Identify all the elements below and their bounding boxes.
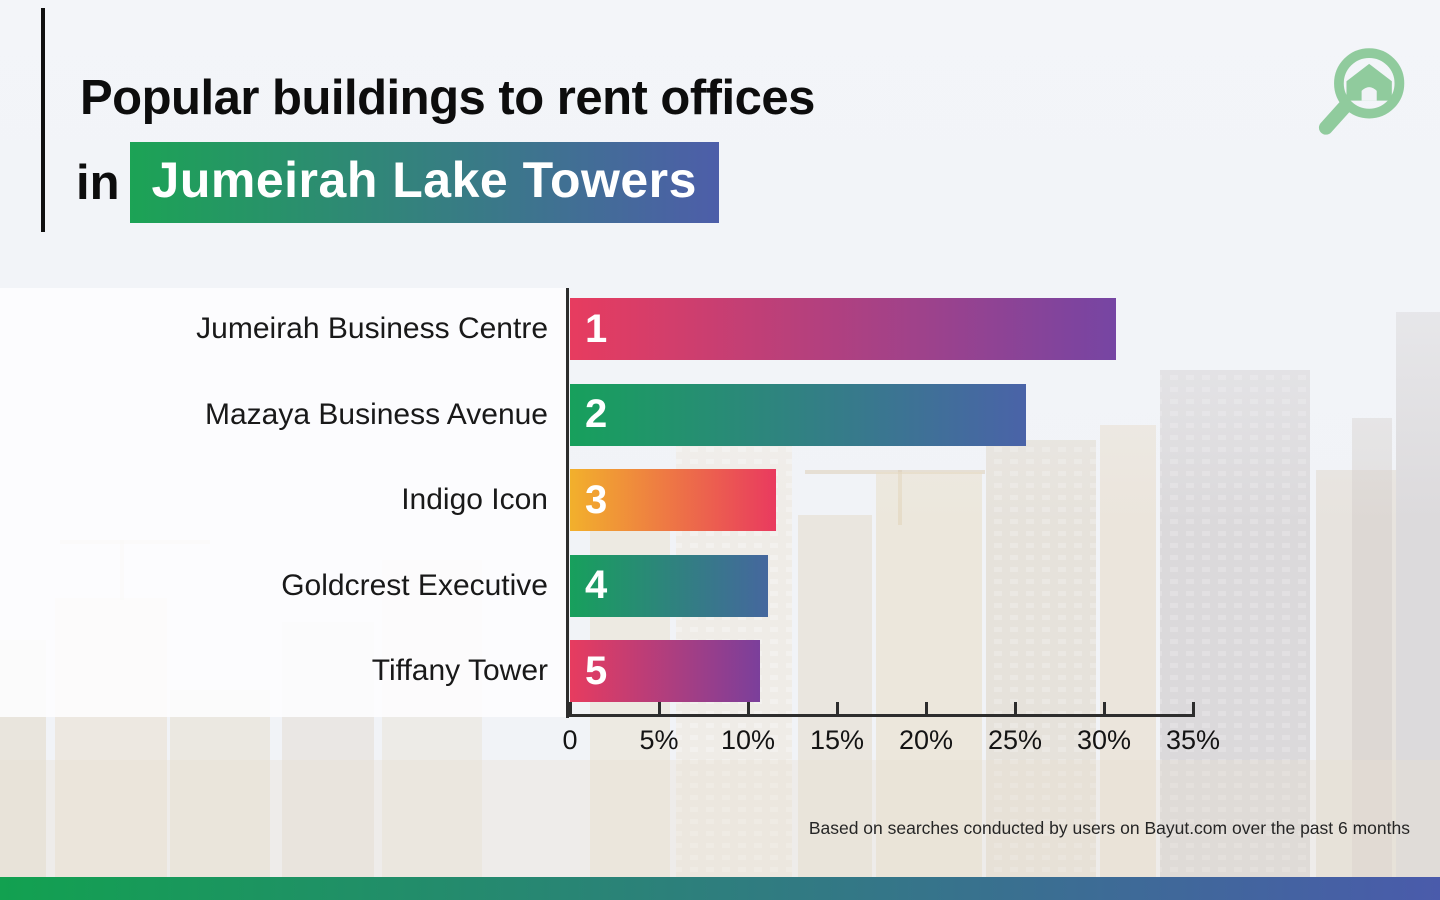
y-axis-line: [566, 288, 569, 718]
bar-2: 2: [570, 383, 1026, 446]
axis-tick-label: 30%: [1076, 725, 1132, 755]
house-magnifier-icon: [1318, 48, 1405, 135]
page-title-line1: Popular buildings to rent offices: [80, 71, 815, 125]
axis-tick: [568, 702, 572, 715]
rank-number: 4: [585, 563, 608, 608]
category-label: Mazaya Business Avenue: [205, 397, 548, 431]
axis-tick-label: 0: [562, 725, 578, 755]
axis-tick-label: 25%: [987, 725, 1043, 755]
axis-tick-label: 10%: [720, 725, 776, 755]
category-label: Tiffany Tower: [371, 654, 548, 688]
category-label: Goldcrest Executive: [281, 568, 548, 602]
page-title-line2: in Jumeirah Lake Towers: [76, 142, 719, 223]
rank-number: 1: [585, 306, 608, 351]
category-label-panel: [0, 288, 568, 717]
source-footnote: Based on searches conducted by users on …: [808, 818, 1410, 838]
bar-4: 4: [570, 554, 768, 617]
axis-tick: [1013, 702, 1017, 715]
category-label: Jumeirah Business Centre: [196, 312, 548, 345]
x-axis-line: [566, 714, 1195, 717]
axis-tick-label: 5%: [639, 725, 679, 755]
category-label: Indigo Icon: [401, 483, 548, 517]
title-prefix: in: [76, 155, 120, 210]
axis-tick-label: 15%: [809, 725, 865, 755]
bottom-gradient-bar: [0, 877, 1440, 900]
bar-5: 5: [570, 640, 761, 703]
bar-1: 1: [570, 298, 1117, 360]
rank-number: 3: [585, 477, 608, 522]
axis-tick-label: 35%: [1165, 725, 1221, 755]
title-highlight-location: Jumeirah Lake Towers: [129, 142, 719, 223]
title-accent-line: [41, 8, 45, 232]
axis-tick: [924, 702, 928, 715]
bar-3: 3: [570, 469, 777, 532]
axis-tick: [657, 702, 661, 715]
axis-tick: [746, 702, 750, 715]
rank-number: 5: [585, 648, 608, 693]
axis-tick: [1102, 702, 1106, 715]
axis-tick: [835, 702, 839, 715]
axis-tick-label: 20%: [898, 725, 954, 755]
axis-tick: [1191, 702, 1195, 715]
rank-number: 2: [585, 392, 608, 437]
